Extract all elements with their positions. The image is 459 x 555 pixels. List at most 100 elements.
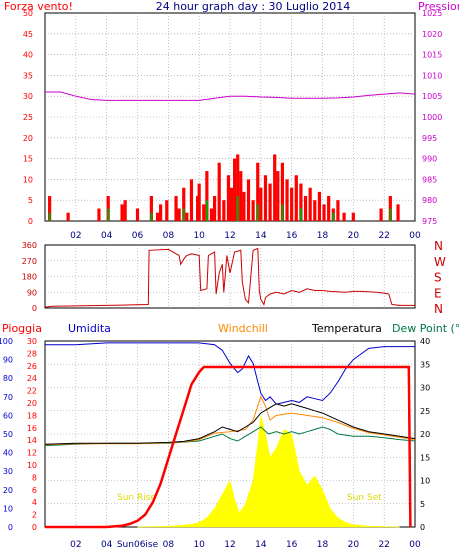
direction-tick-label: 90 xyxy=(27,288,37,297)
wind-gust-bar xyxy=(182,208,185,221)
humidity-tick-label: 10 xyxy=(3,504,13,513)
x-tick-label: 18 xyxy=(317,540,329,550)
pressure-tick-label: 1010 xyxy=(422,71,442,80)
rain-tick-label: 4 xyxy=(32,498,37,507)
wind-gust-bar xyxy=(281,204,284,221)
pressure-tick-label: 1020 xyxy=(422,30,442,39)
wind-bar xyxy=(239,171,243,221)
humidity-tick-label: 60 xyxy=(3,411,13,420)
wind-bar xyxy=(327,196,331,221)
humidity-tick-label: 0 xyxy=(8,523,13,532)
wind-bar xyxy=(388,196,392,221)
wind-bar xyxy=(205,171,209,221)
wind-bar xyxy=(177,208,181,221)
tick-layer: 0510152025303540455097598098599099510001… xyxy=(0,9,446,550)
x-tick-label: 02 xyxy=(70,540,81,550)
compass-label: E xyxy=(434,286,442,300)
wind-tick-label: 40 xyxy=(23,51,33,60)
direction-tick-label: 180 xyxy=(22,273,37,282)
wind-bar xyxy=(396,204,400,221)
x-tick-label: 04 xyxy=(101,231,113,241)
humidity-label: Umidita xyxy=(68,322,111,335)
humidity-tick-label: 50 xyxy=(3,430,13,439)
wind-bar xyxy=(233,158,237,221)
wind-tick-label: 45 xyxy=(23,30,33,39)
x-tick-label: 12 xyxy=(224,540,235,550)
rain-tick-label: 26 xyxy=(27,362,37,371)
x-tick-label: 18 xyxy=(317,231,329,241)
wind-bar xyxy=(197,183,201,221)
x-tick-label: 02 xyxy=(70,231,81,241)
pressure-tick-label: 1025 xyxy=(422,9,442,18)
pressure-tick-label: 990 xyxy=(422,155,437,164)
wind-bar xyxy=(149,196,153,221)
wind-bar xyxy=(182,187,186,221)
compass-label: W xyxy=(434,255,446,269)
x-tick-label: 20 xyxy=(348,540,360,550)
x-tick-label: 12 xyxy=(224,231,235,241)
wind-bar xyxy=(242,191,246,221)
pressure-tick-label: 1005 xyxy=(422,92,442,101)
wind-tick-label: 15 xyxy=(23,155,33,164)
wind-bar xyxy=(135,208,140,221)
rain-tick-label: 28 xyxy=(27,349,37,358)
direction-tick-label: 270 xyxy=(22,257,37,266)
wind-gust-bar xyxy=(48,212,51,221)
wind-tick-label: 25 xyxy=(23,113,33,122)
humidity-tick-label: 80 xyxy=(3,374,13,383)
wind-bar xyxy=(189,179,194,221)
wind-gust-bar xyxy=(299,208,302,221)
compass-label: N xyxy=(434,302,443,316)
rain-tick-label: 24 xyxy=(27,374,37,383)
solar-area xyxy=(137,415,400,528)
chart-title: 24 hour graph day : 30 Luglio 2014 xyxy=(156,0,351,13)
pressure-tick-label: 975 xyxy=(422,217,437,226)
temperature-tick-label: 5 xyxy=(420,500,425,509)
rain-tick-label: 0 xyxy=(32,523,37,532)
wind-gust-bar xyxy=(107,208,110,221)
wind-bar xyxy=(268,183,272,221)
rain-tick-label: 30 xyxy=(27,337,37,346)
rain-tick-label: 14 xyxy=(27,436,37,445)
sunset-label: Sun Set xyxy=(347,493,382,503)
humidity-line xyxy=(45,342,415,405)
x-tick-label: 06 xyxy=(132,231,144,241)
wind-bar xyxy=(299,183,303,221)
wind-bar xyxy=(123,200,127,221)
wind-bar xyxy=(202,204,206,221)
rain-tick-label: 22 xyxy=(27,387,37,396)
pressure-tick-label: 1015 xyxy=(422,51,442,60)
humidity-tick-label: 90 xyxy=(3,356,13,365)
wind-tick-label: 50 xyxy=(23,9,33,18)
wind-bar xyxy=(317,191,322,221)
temperature-tick-label: 25 xyxy=(420,407,430,416)
wind-bar xyxy=(294,175,298,221)
pressure-tick-label: 980 xyxy=(422,196,437,205)
x-tick-label: Sun06ise xyxy=(117,540,159,550)
wind-bar xyxy=(212,196,217,221)
wind-bar xyxy=(285,179,289,221)
wind-bar xyxy=(351,212,355,221)
x-tick-label: 20 xyxy=(348,231,360,241)
x-tick-label: 22 xyxy=(378,231,389,241)
humidity-tick-label: 40 xyxy=(3,449,13,458)
wind-bar xyxy=(379,208,383,221)
rain-label: Pioggia xyxy=(2,322,42,335)
rain-tick-label: 10 xyxy=(27,461,37,470)
wind-axis-label: Forza vento! xyxy=(4,0,73,13)
humidity-tick-label: 30 xyxy=(3,467,13,476)
rain-line xyxy=(45,365,412,529)
pressure-axis-label: Pressione xyxy=(418,0,459,13)
rain-tick-label: 12 xyxy=(27,449,37,458)
wind-bar xyxy=(280,162,285,221)
wind-tick-label: 35 xyxy=(23,71,33,80)
wind-bar xyxy=(308,187,312,221)
wind-gust-bar xyxy=(236,196,239,221)
pressure-tick-label: 1000 xyxy=(422,113,442,122)
x-tick-label: 16 xyxy=(286,540,298,550)
wind-bar xyxy=(303,196,308,221)
x-tick-label: 00 xyxy=(409,231,421,241)
sunrise-label: Sun Rise xyxy=(117,493,156,503)
wind-tick-label: 0 xyxy=(28,217,33,226)
wind-bar xyxy=(120,204,124,221)
